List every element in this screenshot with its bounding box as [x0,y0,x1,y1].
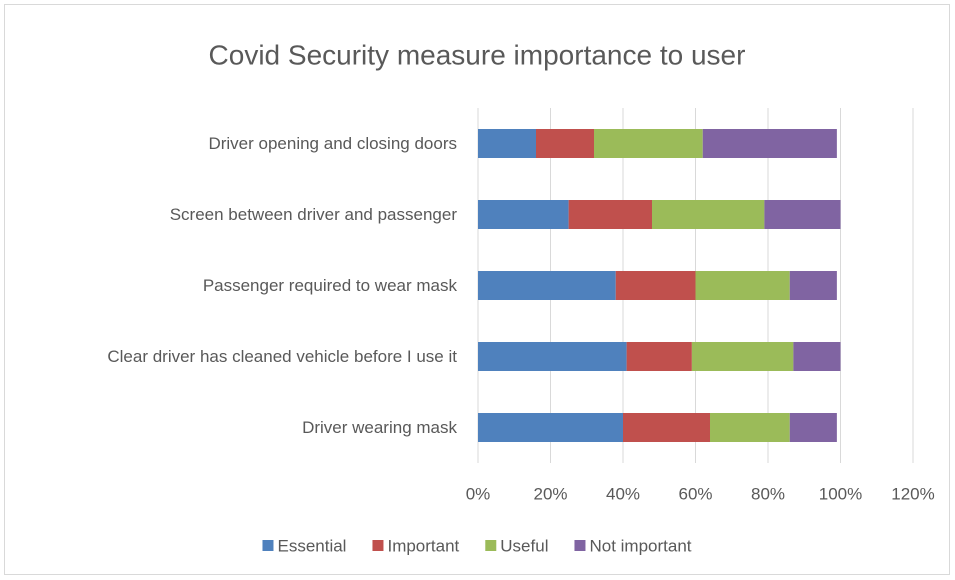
x-tick-label: 80% [751,484,785,503]
bar [478,200,569,229]
y-tick-label-box: Screen between driver and passenger [169,205,457,224]
bar [702,129,837,158]
bar [478,342,627,371]
x-tick-label: 0% [466,484,491,503]
y-tick-label: Driver opening and closing doors [208,134,457,153]
legend-label: Not important [589,536,691,555]
legend: Essential Important Useful Not important [262,536,692,555]
bar [594,129,703,158]
bar [626,342,692,371]
y-tick-label: Driver wearing mask [302,418,457,437]
x-tick-label: 100% [819,484,862,503]
legend-label: Essential [277,536,346,555]
bar [710,413,790,442]
y-tick-label-box: Clear driver has cleaned vehicle before … [107,347,457,366]
y-tick-label: Passenger required to wear mask [202,276,457,295]
legend-swatch [262,540,274,551]
bar [536,129,594,158]
legend-swatch [485,540,497,551]
y-tick-label: Screen between driver and passenger [169,205,457,224]
legend-swatch [574,540,586,551]
bar [789,413,837,442]
bar [793,342,841,371]
bar [568,200,652,229]
bar [695,271,790,300]
legend-label: Useful [500,536,548,555]
bar [478,129,536,158]
bar [478,271,616,300]
x-tick-label: 120% [891,484,934,503]
y-tick-label-box: Driver opening and closing doors [208,134,457,153]
bar [615,271,696,300]
legend-label: Important [387,536,459,555]
bar [789,271,837,300]
x-tick-label: 40% [606,484,640,503]
y-tick-label-box: Passenger required to wear mask [202,276,457,295]
y-tick-label: Clear driver has cleaned vehicle before … [107,347,457,366]
bar [623,413,710,442]
bar [764,200,841,229]
y-tick-label-box: Driver wearing mask [302,418,457,437]
bar [652,200,765,229]
bar [691,342,794,371]
chart-title: Covid Security measure importance to use… [209,39,746,70]
bar [478,413,623,442]
x-tick-label: 60% [678,484,712,503]
legend-swatch [372,540,384,551]
x-tick-label: 20% [533,484,567,503]
